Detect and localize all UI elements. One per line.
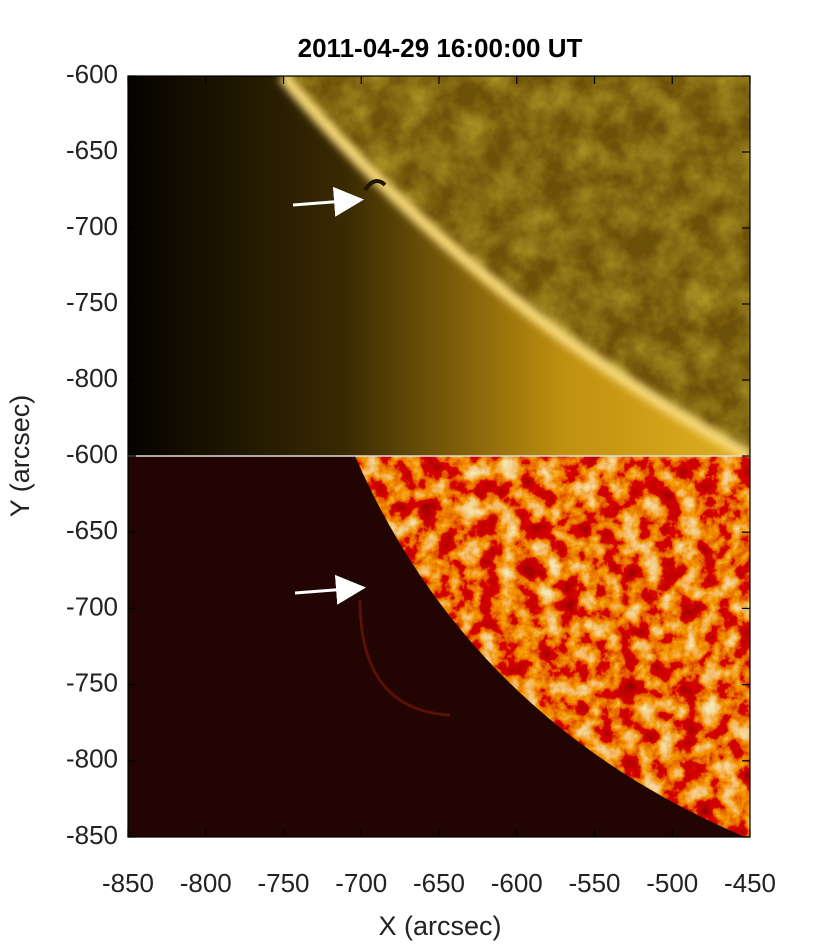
y-tick-label: -850 xyxy=(66,820,118,850)
y-tick-label: -700 xyxy=(66,211,118,241)
y-tick-label: -800 xyxy=(66,363,118,393)
y-tick-label: -600 xyxy=(66,439,118,469)
x-tick-label: -550 xyxy=(568,868,620,898)
x-tick-label: -800 xyxy=(180,868,232,898)
x-tick-label: -850 xyxy=(102,868,154,898)
chart-title: 2011-04-29 16:00:00 UT xyxy=(298,33,583,63)
y-tick-label: -800 xyxy=(66,744,118,774)
y-tick-label: -650 xyxy=(66,515,118,545)
y-axis-label: Y (arcsec) xyxy=(5,395,35,518)
x-tick-label: -500 xyxy=(646,868,698,898)
y-tick-label: -650 xyxy=(66,135,118,165)
y-tick-label: -750 xyxy=(66,667,118,697)
arrow xyxy=(294,574,366,605)
x-tick-label: -450 xyxy=(724,868,776,898)
y-tick-label: -750 xyxy=(66,287,118,317)
x-tick-label: -600 xyxy=(491,868,543,898)
x-tick-label: -650 xyxy=(413,868,465,898)
bottom-image xyxy=(128,456,750,837)
y-tick-label: -700 xyxy=(66,591,118,621)
top-image xyxy=(128,76,750,456)
y-tick-label: -600 xyxy=(66,59,118,89)
arrow xyxy=(292,186,364,217)
x-tick-label: -750 xyxy=(257,868,309,898)
x-tick-label: -700 xyxy=(335,868,387,898)
x-axis-label: X (arcsec) xyxy=(378,911,501,941)
